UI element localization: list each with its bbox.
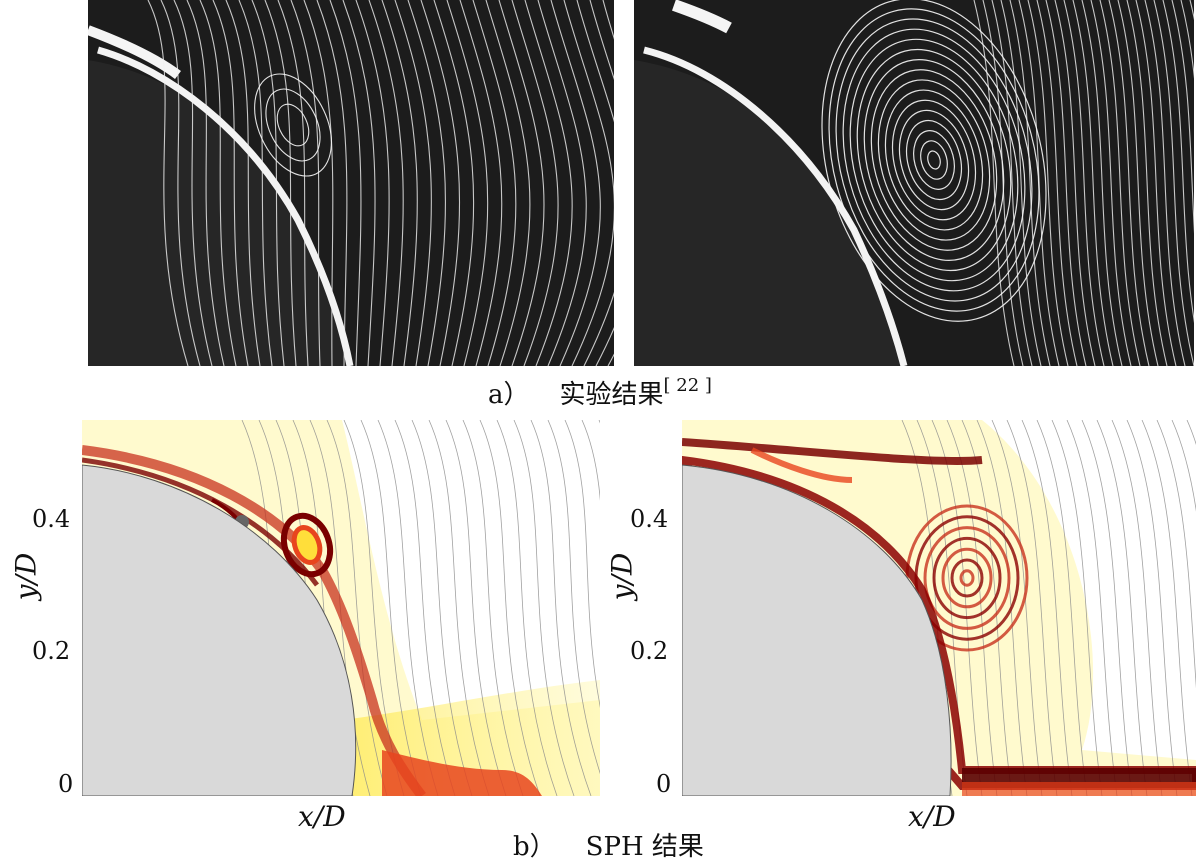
caption-b-label: b）: [513, 832, 556, 862]
experiment-image-left: [88, 0, 614, 366]
sph-right-ytick-0-2: 0.2: [630, 637, 669, 665]
sph-left-xlabel: x/D: [298, 800, 346, 833]
sph-left-ytick-0: 0: [58, 770, 74, 798]
sph-right-ytick-0: 0: [656, 770, 672, 798]
sph-right-ytick-0-4: 0.4: [630, 505, 669, 533]
sph-left-ytick-0-2: 0.2: [32, 637, 71, 665]
sph-left-ylabel: y/D: [9, 552, 43, 601]
caption-a: a） 实验结果[ 22 ]: [488, 374, 712, 411]
caption-a-text: 实验结果: [559, 380, 664, 410]
caption-b: b） SPH 结果: [513, 826, 704, 863]
caption-a-citation: [ 22 ]: [663, 375, 712, 396]
caption-b-text: SPH 结果: [585, 832, 704, 862]
sph-right-xlabel: x/D: [908, 800, 956, 833]
experiment-image-right: [634, 0, 1194, 366]
sph-image-left: [82, 420, 600, 796]
caption-a-label: a）: [488, 380, 530, 410]
sph-left-ytick-0-4: 0.4: [32, 505, 71, 533]
sph-right-ylabel: y/D: [605, 552, 639, 601]
sph-image-right: [682, 420, 1196, 796]
